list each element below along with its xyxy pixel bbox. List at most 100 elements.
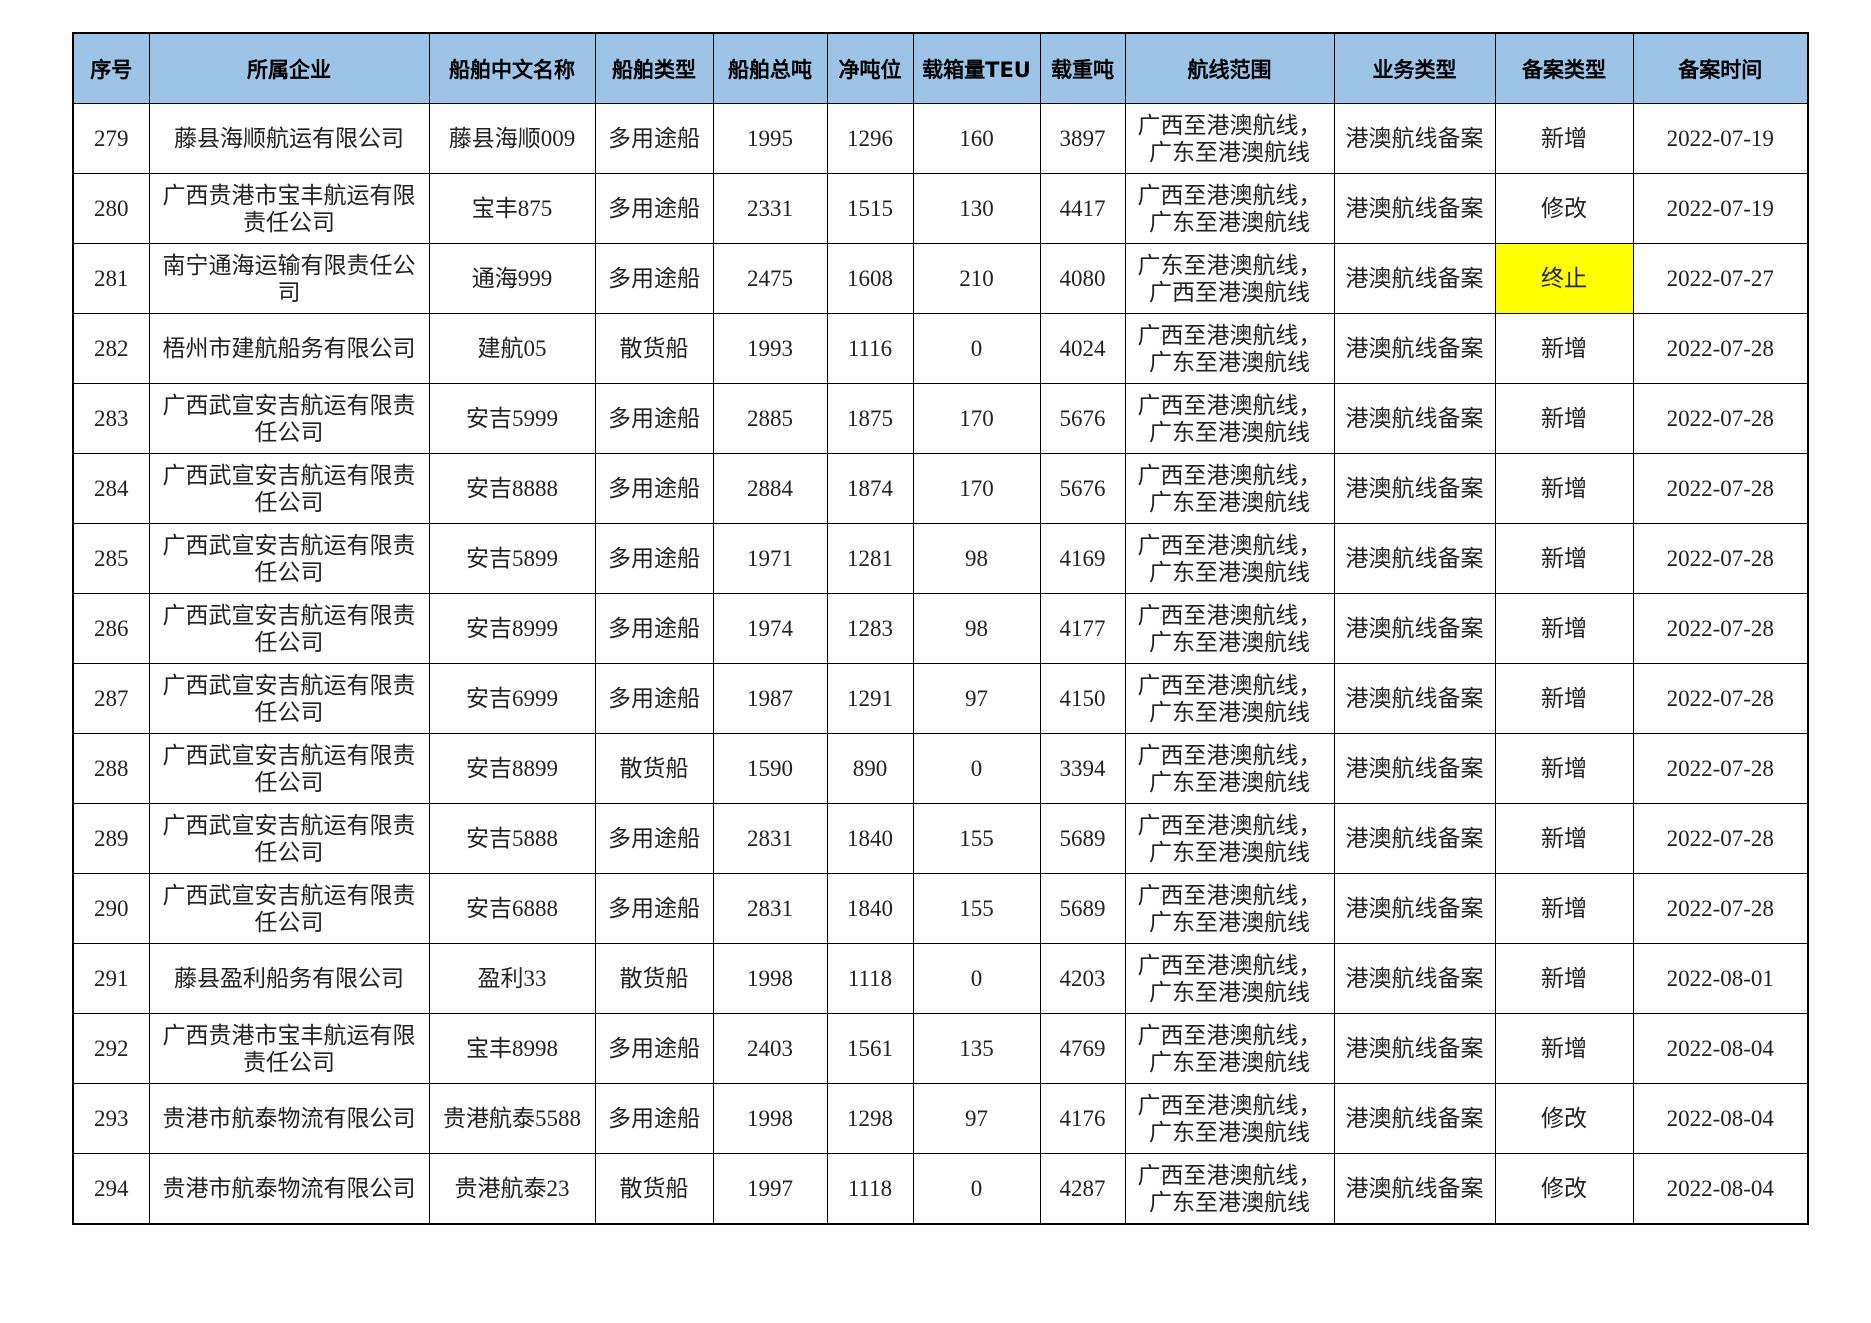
table-cell: 170 xyxy=(912,453,1041,524)
table-cell: 1971 xyxy=(712,523,828,594)
table-cell: 2022-07-19 xyxy=(1632,103,1809,174)
table-cell: 安吉5999 xyxy=(428,383,596,454)
table-row: 289 广西武宣安吉航运有限责任公司 安吉5888 多用途船 2831 1840 155 56… xyxy=(72,803,1809,874)
table-row: 294 贵港市航泰物流有限公司 贵港航泰23 散货船 1997 1118 0 4287 广西至港… xyxy=(72,1153,1809,1225)
table-cell: 281 xyxy=(72,243,150,314)
table-row: 293 贵港市航泰物流有限公司 贵港航泰5588 多用途船 1998 1298 97 4176… xyxy=(72,1083,1809,1154)
table-cell: 广西至港澳航线，广东至港澳航线 xyxy=(1124,523,1335,594)
table-cell: 210 xyxy=(912,243,1041,314)
table-cell: 1116 xyxy=(826,313,914,384)
table-cell: 广西至港澳航线，广东至港澳航线 xyxy=(1124,943,1335,1014)
table-cell: 1993 xyxy=(712,313,828,384)
table-cell: 98 xyxy=(912,593,1041,664)
table-cell: 2022-07-27 xyxy=(1632,243,1809,314)
table-cell: 港澳航线备案 xyxy=(1333,873,1496,944)
table-cell: 291 xyxy=(72,943,150,1014)
table-cell: 5689 xyxy=(1039,803,1126,874)
table-cell: 2022-07-28 xyxy=(1632,313,1809,384)
table-cell: 藤县海顺009 xyxy=(428,103,596,174)
table-cell: 2022-07-28 xyxy=(1632,873,1809,944)
table-cell: 287 xyxy=(72,663,150,734)
table-row: 283 广西武宣安吉航运有限责任公司 安吉5999 多用途船 2885 1875 170 56… xyxy=(72,383,1809,454)
table-cell: 285 xyxy=(72,523,150,594)
table-cell: 1608 xyxy=(826,243,914,314)
table-cell: 3897 xyxy=(1039,103,1126,174)
table-cell: 贵港航泰5588 xyxy=(428,1083,596,1154)
table-cell: 2403 xyxy=(712,1013,828,1084)
table-cell: 港澳航线备案 xyxy=(1333,313,1496,384)
table-cell: 散货船 xyxy=(594,313,714,384)
table-cell: 港澳航线备案 xyxy=(1333,1013,1496,1084)
table-cell: 130 xyxy=(912,173,1041,244)
table-cell: 新增 xyxy=(1494,663,1634,734)
table-cell: 2022-07-28 xyxy=(1632,663,1809,734)
table-cell: 广西武宣安吉航运有限责任公司 xyxy=(148,523,430,594)
table-cell: 293 xyxy=(72,1083,150,1154)
column-header: 业务类型 xyxy=(1333,32,1496,104)
table-body: 279 藤县海顺航运有限公司 藤县海顺009 多用途船 1995 1296 160 3897 广… xyxy=(72,103,1809,1225)
table-cell: 港澳航线备案 xyxy=(1333,383,1496,454)
table-cell: 4287 xyxy=(1039,1153,1126,1225)
table-cell: 安吉5888 xyxy=(428,803,596,874)
column-header: 序号 xyxy=(72,32,150,104)
table-row: 290 广西武宣安吉航运有限责任公司 安吉6888 多用途船 2831 1840 155 56… xyxy=(72,873,1809,944)
table-cell: 2022-07-28 xyxy=(1632,593,1809,664)
table-cell: 多用途船 xyxy=(594,803,714,874)
table-cell: 1118 xyxy=(826,943,914,1014)
table-cell: 安吉6999 xyxy=(428,663,596,734)
table-cell: 广西武宣安吉航运有限责任公司 xyxy=(148,873,430,944)
table-row: 281 南宁通海运输有限责任公司 通海999 多用途船 2475 1608 210 4080 广… xyxy=(72,243,1809,314)
table-cell: 155 xyxy=(912,873,1041,944)
table-cell: 289 xyxy=(72,803,150,874)
table-cell: 1875 xyxy=(826,383,914,454)
table-cell: 广西至港澳航线，广东至港澳航线 xyxy=(1124,1013,1335,1084)
table-cell: 160 xyxy=(912,103,1041,174)
table-cell: 广西武宣安吉航运有限责任公司 xyxy=(148,453,430,524)
table-cell: 4177 xyxy=(1039,593,1126,664)
table-cell: 2022-08-04 xyxy=(1632,1013,1809,1084)
table-cell: 155 xyxy=(912,803,1041,874)
table-cell: 多用途船 xyxy=(594,173,714,244)
table-cell: 藤县盈利船务有限公司 xyxy=(148,943,430,1014)
table-cell: 散货船 xyxy=(594,1153,714,1225)
table-cell: 广西至港澳航线，广东至港澳航线 xyxy=(1124,103,1335,174)
table-cell: 2022-07-28 xyxy=(1632,383,1809,454)
table-cell: 1840 xyxy=(826,803,914,874)
table-cell: 1987 xyxy=(712,663,828,734)
table-cell: 新增 xyxy=(1494,803,1634,874)
table-cell: 2884 xyxy=(712,453,828,524)
table-cell: 97 xyxy=(912,663,1041,734)
table-cell: 散货船 xyxy=(594,943,714,1014)
table-cell: 新增 xyxy=(1494,733,1634,804)
table-cell: 2831 xyxy=(712,803,828,874)
table-cell: 多用途船 xyxy=(594,593,714,664)
table-cell: 2022-08-04 xyxy=(1632,1083,1809,1154)
table-cell: 修改 xyxy=(1494,1083,1634,1154)
table-cell: 藤县海顺航运有限公司 xyxy=(148,103,430,174)
table-cell: 4024 xyxy=(1039,313,1126,384)
table-cell: 终止 xyxy=(1494,243,1634,314)
table-cell: 港澳航线备案 xyxy=(1333,103,1496,174)
table-cell: 新增 xyxy=(1494,873,1634,944)
vessel-table: 序号 所属企业 船舶中文名称 船舶类型 船舶总吨 净吨位 载箱量TEU 载重吨 航线范围 业务类型… xyxy=(72,32,1809,1225)
table-cell: 4769 xyxy=(1039,1013,1126,1084)
table-cell: 通海999 xyxy=(428,243,596,314)
table-cell: 2885 xyxy=(712,383,828,454)
table-cell: 284 xyxy=(72,453,150,524)
table-cell: 2331 xyxy=(712,173,828,244)
table-cell: 梧州市建航船务有限公司 xyxy=(148,313,430,384)
table-cell: 4080 xyxy=(1039,243,1126,314)
table-cell: 广东至港澳航线，广西至港澳航线 xyxy=(1124,243,1335,314)
table-cell: 2022-07-28 xyxy=(1632,733,1809,804)
table-row: 285 广西武宣安吉航运有限责任公司 安吉5899 多用途船 1971 1281 98 416… xyxy=(72,523,1809,594)
table-cell: 多用途船 xyxy=(594,383,714,454)
table-cell: 1840 xyxy=(826,873,914,944)
table-cell: 2475 xyxy=(712,243,828,314)
table-cell: 广西至港澳航线，广东至港澳航线 xyxy=(1124,1153,1335,1225)
table-cell: 新增 xyxy=(1494,383,1634,454)
table-cell: 1561 xyxy=(826,1013,914,1084)
table-cell: 1995 xyxy=(712,103,828,174)
table-row: 287 广西武宣安吉航运有限责任公司 安吉6999 多用途船 1987 1291 97 415… xyxy=(72,663,1809,734)
table-row: 288 广西武宣安吉航运有限责任公司 安吉8899 散货船 1590 890 0 3394 广西… xyxy=(72,733,1809,804)
